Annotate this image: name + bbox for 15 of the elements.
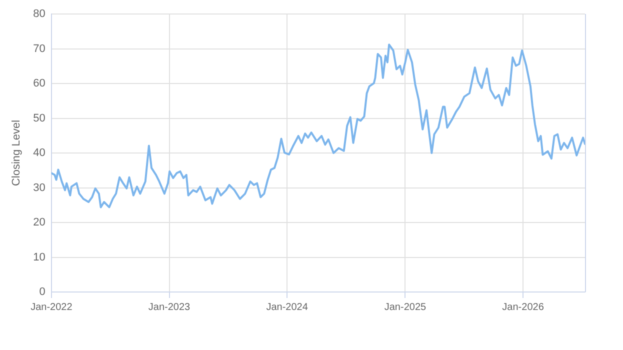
y-tick-label: 80 <box>33 8 46 20</box>
y-tick-label: 10 <box>33 251 46 264</box>
y-tick-label: 20 <box>33 216 46 229</box>
y-tick-label: 60 <box>33 78 46 90</box>
y-axis-title: Closing Level <box>10 120 23 186</box>
x-tick-label: Jan-2022 <box>30 302 73 313</box>
y-tick-label: 70 <box>33 42 46 55</box>
x-tick-label: Jan-2023 <box>148 302 191 313</box>
y-tick-label: 30 <box>33 182 46 194</box>
x-tick-label: Jan-2024 <box>266 302 308 313</box>
y-tick-label: 50 <box>33 112 46 124</box>
y-tick-label: 40 <box>33 147 46 160</box>
x-tick-label: Jan-2026 <box>502 302 544 313</box>
y-tick-label: 0 <box>39 286 46 298</box>
x-tick-label: Jan-2025 <box>384 302 426 313</box>
